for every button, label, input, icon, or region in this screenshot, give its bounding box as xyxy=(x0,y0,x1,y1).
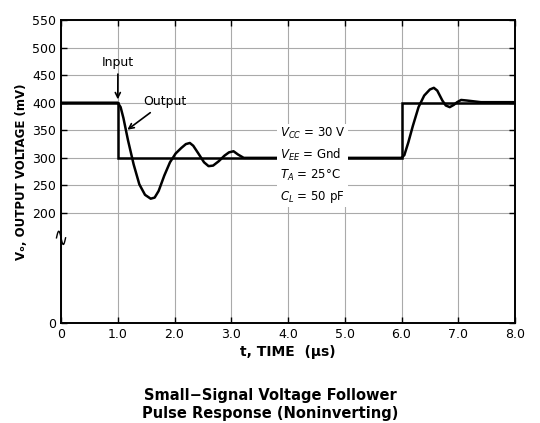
Y-axis label: Vₒ, OUTPUT VOLTAGE (mV): Vₒ, OUTPUT VOLTAGE (mV) xyxy=(15,83,28,260)
Text: Output: Output xyxy=(129,95,186,129)
Text: Small−Signal Voltage Follower
Pulse Response (Noninverting): Small−Signal Voltage Follower Pulse Resp… xyxy=(142,388,398,421)
Text: $V_{CC}$ = 30 V
$V_{EE}$ = Gnd
$T_A$ = 25°C
$C_L$ = 50 pF: $V_{CC}$ = 30 V $V_{EE}$ = Gnd $T_A$ = 2… xyxy=(280,126,345,205)
X-axis label: t, TIME  (μs): t, TIME (μs) xyxy=(240,345,336,360)
Text: Input: Input xyxy=(102,55,134,98)
